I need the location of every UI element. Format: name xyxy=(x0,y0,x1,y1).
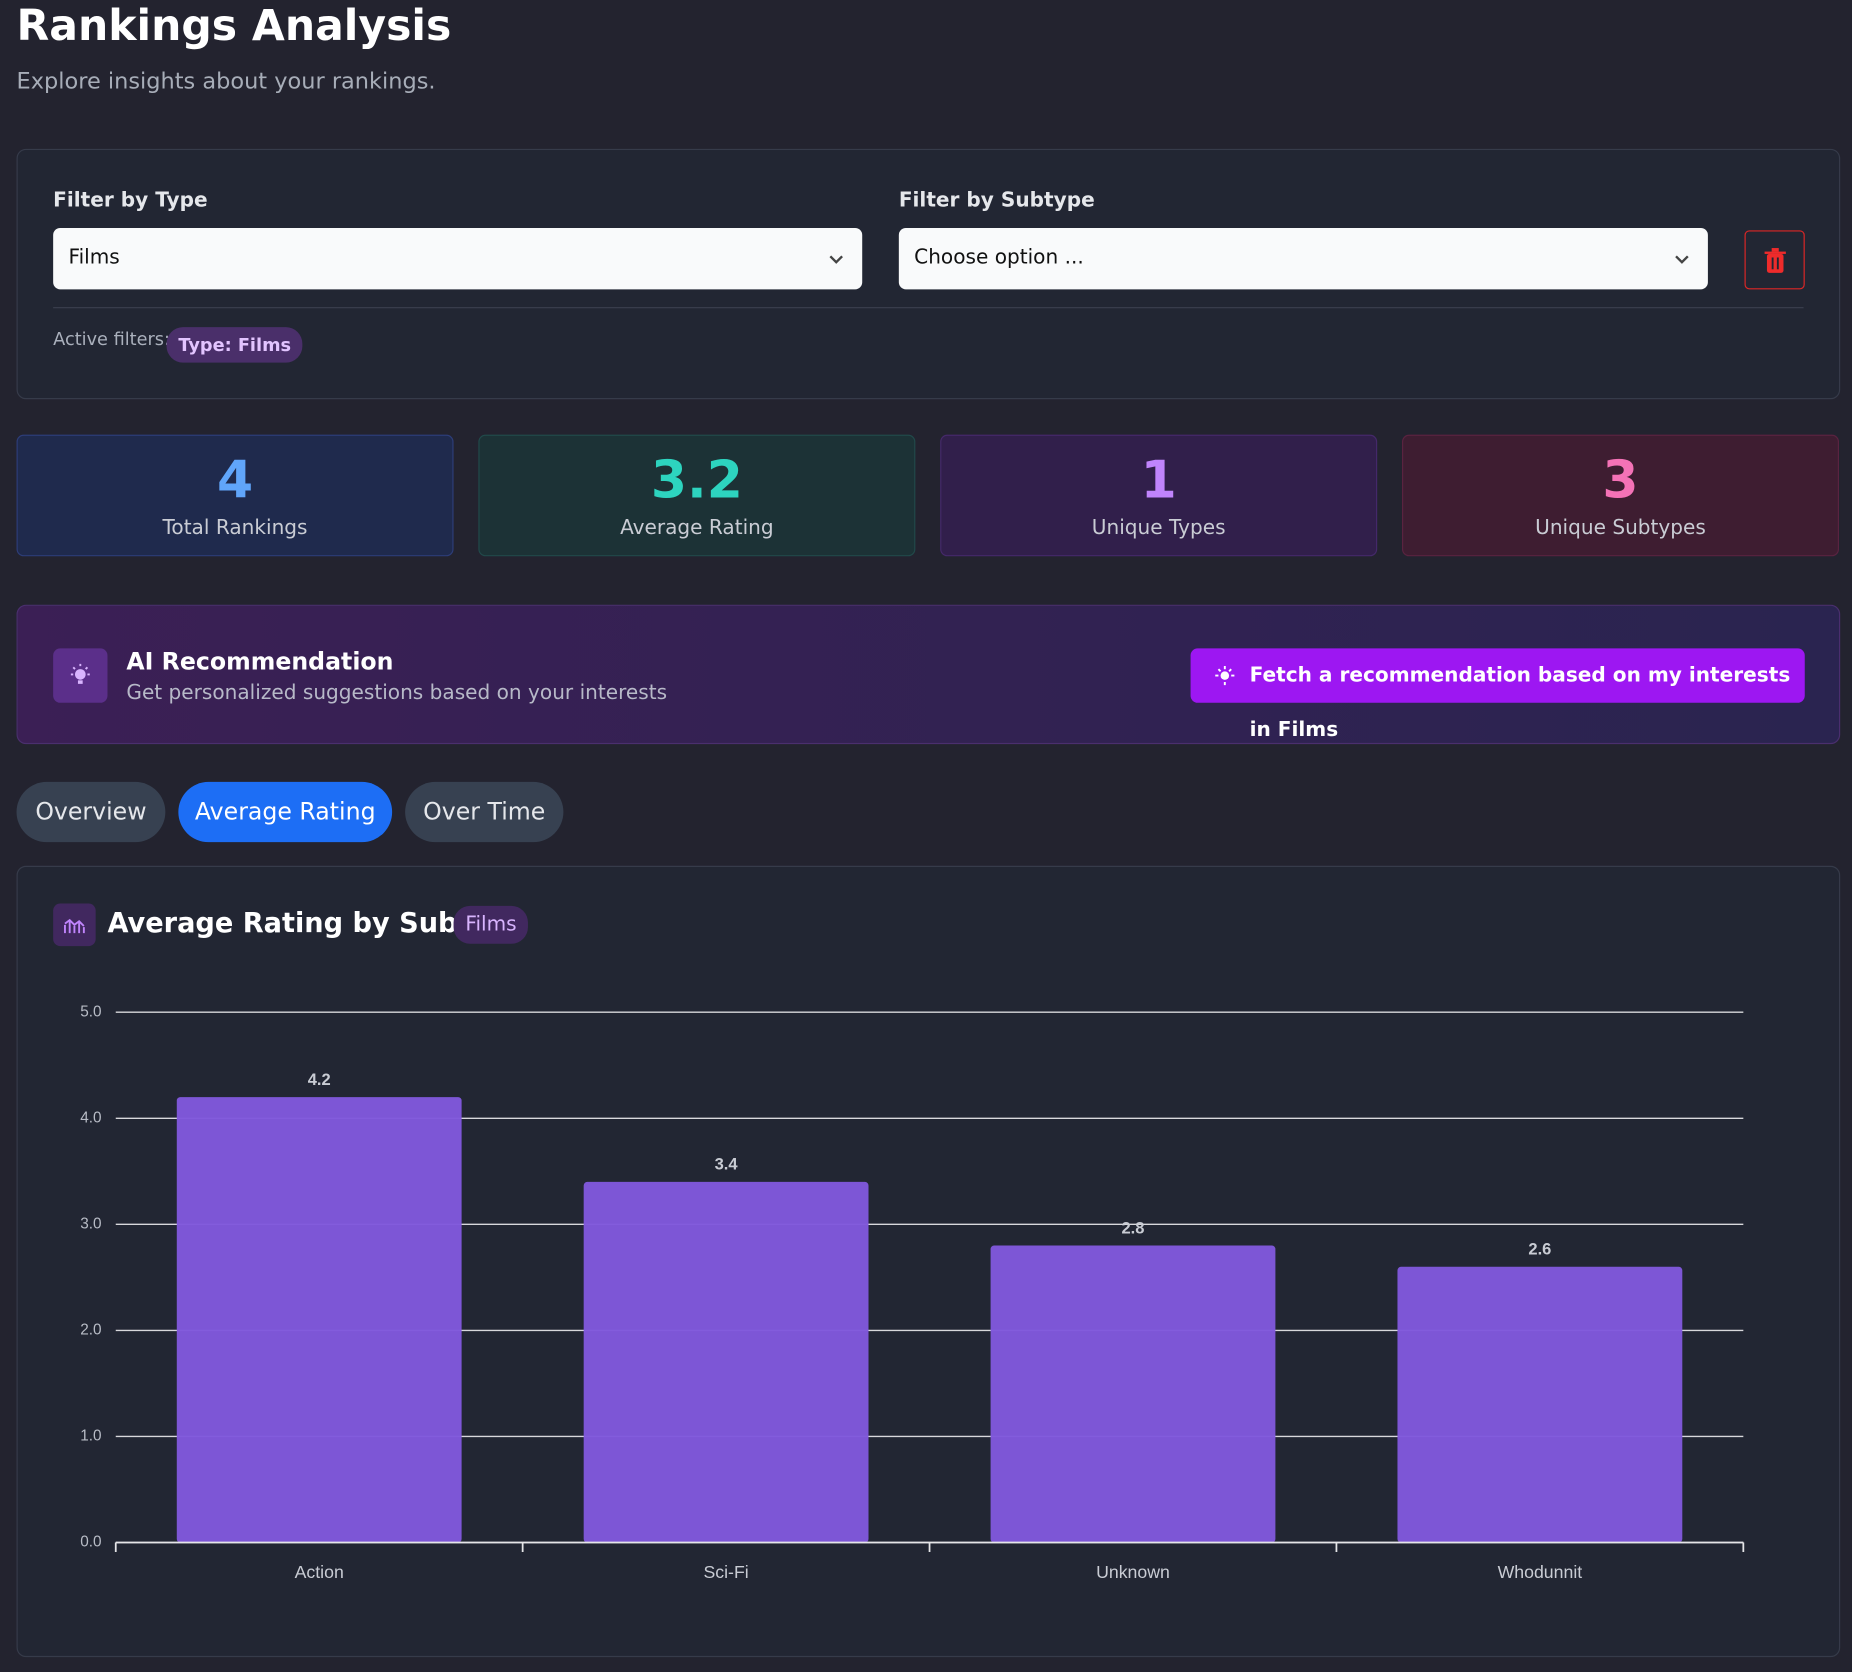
select-placeholder: Choose option ... xyxy=(914,245,1084,270)
tab-active[interactable]: Average Rating xyxy=(178,781,393,843)
bulb-icon xyxy=(70,663,90,684)
stat-value: 3.2 xyxy=(650,450,743,511)
stat-label: Unique Types xyxy=(1091,516,1226,540)
tab[interactable]: Over Time xyxy=(405,781,564,843)
divider xyxy=(53,307,1804,309)
type-select[interactable]: Films xyxy=(53,227,863,290)
trash-icon xyxy=(1764,248,1786,273)
stat-value: 1 xyxy=(1140,450,1177,511)
filter-card: Filter by Type Films Filter by Subtype C… xyxy=(16,148,1841,400)
stat-label: Average Rating xyxy=(620,516,774,540)
chevron-icon xyxy=(1675,255,1689,264)
stat-value: 4 xyxy=(216,450,254,511)
page-subtitle: Explore insights about your rankings. xyxy=(16,68,436,95)
stat-value: 3 xyxy=(1602,450,1639,511)
chart-icon xyxy=(53,903,96,947)
active-filters-label: Active filters: xyxy=(53,328,171,350)
filter-badge: Type: Films xyxy=(166,327,303,363)
stat-label: Total Rankings xyxy=(162,516,308,540)
stat-card: 3.2 Average Rating xyxy=(478,434,916,557)
page-title: Rankings Analysis xyxy=(16,2,452,51)
filter-label: Filter by Type xyxy=(53,188,208,213)
tab[interactable]: Overview xyxy=(16,781,166,843)
stat-card: 1 Unique Types xyxy=(940,434,1378,557)
chevron-icon xyxy=(829,255,843,264)
ai-title: AI Recommendation xyxy=(126,647,394,676)
ai-subtitle: Get personalized suggestions based on yo… xyxy=(126,681,668,706)
chart-badge: Films xyxy=(453,905,529,944)
filter-label: Filter by Subtype xyxy=(898,188,1095,213)
stat-card: 3 Unique Subtypes xyxy=(1401,434,1840,557)
bulb-icon xyxy=(1215,666,1235,686)
chart-glyph xyxy=(64,918,85,934)
button-label: Fetch a recommendation based on my inter… xyxy=(1249,663,1791,742)
clear-button[interactable] xyxy=(1744,230,1805,290)
ai-icon xyxy=(53,648,108,703)
chart-card: Average Rating by Subtype Films xyxy=(16,865,1841,1658)
stat-label: Unique Subtypes xyxy=(1535,516,1706,540)
stat-card: 4 Total Rankings xyxy=(16,434,454,557)
select-value: Films xyxy=(68,245,120,270)
ai-card: AI Recommendation Get personalized sugge… xyxy=(16,604,1841,745)
recommend-button[interactable]: Fetch a recommendation based on my inter… xyxy=(1190,648,1805,742)
subtype-select[interactable]: Choose option ... xyxy=(898,227,1708,290)
